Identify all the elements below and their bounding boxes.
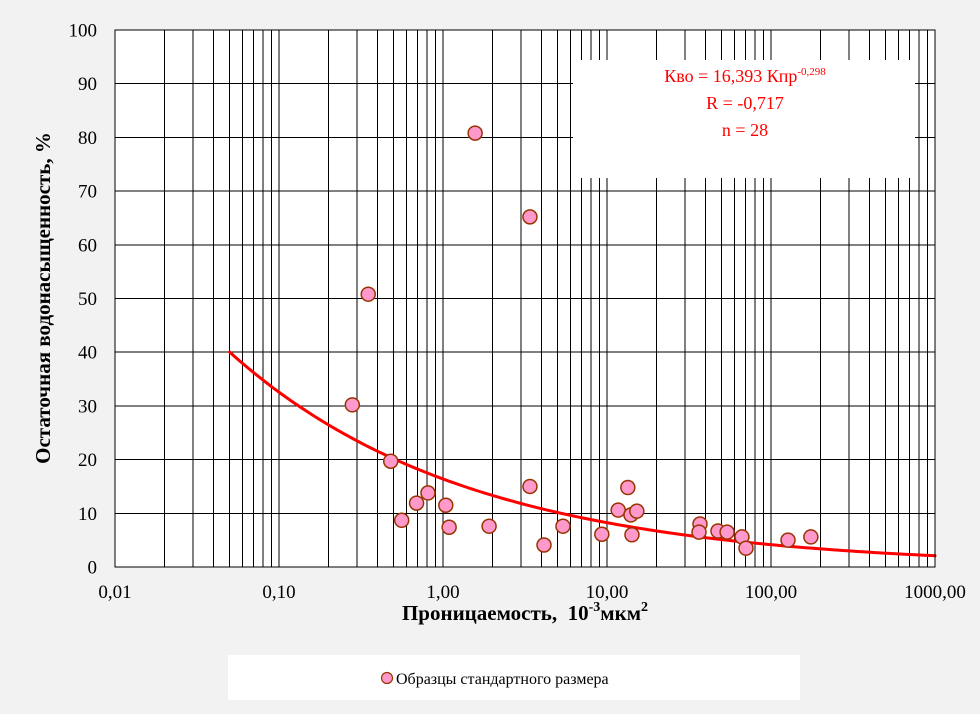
data-point — [438, 497, 454, 513]
data-point — [467, 125, 483, 141]
x-axis-label-unit: мкм — [600, 601, 641, 625]
data-point — [620, 479, 636, 496]
data-point — [522, 209, 538, 225]
x-tick-label: 100,00 — [745, 582, 797, 603]
x-tick-label: 10,00 — [586, 582, 629, 603]
data-point — [629, 503, 645, 519]
data-point — [691, 524, 707, 540]
y-tick-label: 0 — [88, 558, 98, 579]
annotation-equation-exponent: -0,298 — [797, 66, 826, 78]
x-tick-label: 0,01 — [98, 582, 131, 603]
legend-label: Образцы стандартного размера — [396, 671, 609, 688]
data-point — [344, 397, 361, 413]
data-point — [360, 286, 376, 302]
data-point — [522, 478, 538, 495]
data-point — [610, 502, 626, 518]
y-tick-labels: 0 10 20 30 40 50 60 70 80 90 100 — [69, 21, 98, 579]
data-point — [780, 532, 796, 548]
data-point — [719, 524, 735, 540]
data-point — [420, 485, 436, 501]
data-point — [536, 537, 552, 553]
y-tick-label: 80 — [78, 128, 97, 149]
annotation-box: Кво = 16,393 Кпр-0,298 R = -0,717 n = 28 — [573, 60, 915, 178]
y-tick-label: 20 — [78, 450, 97, 471]
y-tick-label: 40 — [78, 343, 97, 364]
x-axis-label-exponent: -3 — [589, 600, 601, 615]
annotation-background — [573, 60, 915, 178]
data-point — [382, 453, 399, 469]
y-tick-label: 50 — [78, 289, 97, 310]
x-axis-label: Проницаемость, 10-3мкм2 — [402, 600, 648, 625]
data-points — [344, 125, 819, 556]
x-tick-label: 1,00 — [426, 582, 459, 603]
legend: Образцы стандартного размера — [228, 655, 800, 700]
data-point — [555, 518, 571, 534]
data-point — [481, 518, 497, 534]
trend-line — [228, 350, 937, 558]
annotation-r: R = -0,717 — [706, 93, 784, 113]
annotation-equation: Кво = 16,393 Кпр-0,298 — [664, 66, 826, 86]
data-point — [393, 512, 410, 529]
data-point — [738, 540, 754, 556]
plot-border — [114, 29, 936, 568]
data-point — [408, 495, 425, 511]
data-point — [594, 526, 610, 542]
x-tick-labels: 0,01 0,10 1,00 10,00 100,00 1000,00 — [98, 582, 966, 603]
x-axis-label-unit-exponent: 2 — [641, 600, 648, 615]
x-tick-label: 0,10 — [262, 582, 295, 603]
annotation-equation-text: Кво = 16,393 Кпр — [664, 66, 797, 86]
legend-box — [228, 655, 800, 700]
x-axis-label-text: Проницаемость, 10 — [402, 601, 589, 625]
y-tick-label: 30 — [78, 396, 97, 417]
y-tick-label: 90 — [78, 74, 97, 95]
data-point — [624, 527, 640, 543]
y-tick-label: 10 — [78, 504, 97, 525]
data-point — [441, 519, 457, 536]
y-tick-label: 60 — [78, 235, 97, 256]
y-axis-label: Остаточная водонасыщенность, % — [31, 132, 55, 464]
y-tick-label: 70 — [78, 182, 97, 203]
y-tick-label: 100 — [69, 21, 98, 42]
x-tick-label: 1000,00 — [904, 582, 966, 603]
annotation-n: n = 28 — [722, 120, 768, 140]
legend-marker — [380, 671, 394, 685]
data-point — [803, 529, 819, 545]
